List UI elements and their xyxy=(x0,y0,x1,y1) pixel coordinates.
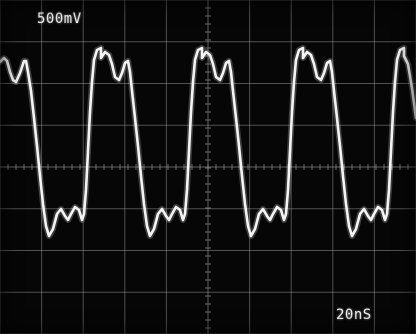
time-per-division-label: 20nS xyxy=(336,307,372,323)
volts-per-division-label: 500mV xyxy=(37,11,82,27)
waveform-trace xyxy=(0,46,416,238)
